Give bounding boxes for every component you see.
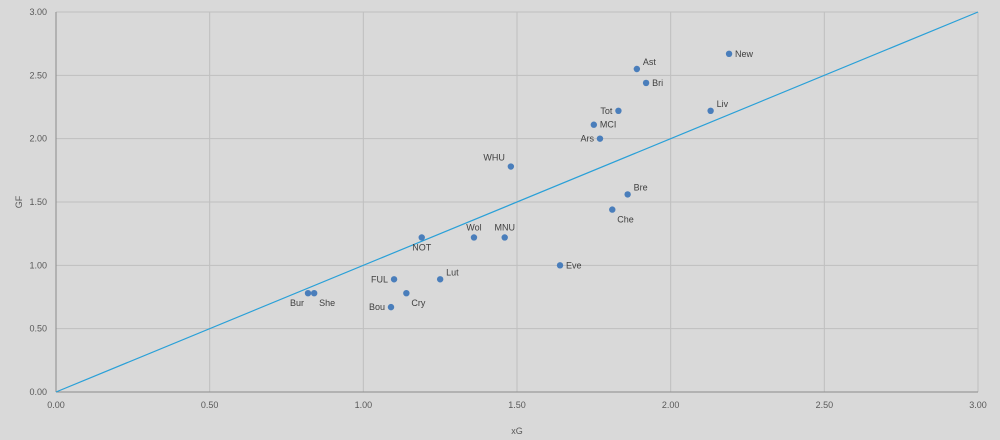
data-label-che: Che	[617, 215, 634, 225]
data-point-tot	[615, 107, 622, 115]
data-point-not	[418, 234, 425, 241]
axes: 0.00 0.50 1.00 1.50 2.00 2.50 3.00 0.00 0.50 1.00…	[29, 7, 986, 410]
data-point-bre	[624, 191, 631, 198]
data-label-liv: Liv	[717, 99, 729, 109]
y-tick-label: 2.00	[29, 134, 47, 144]
y-tick-label: 0.50	[29, 324, 47, 334]
y-tick-label: 2.50	[29, 70, 47, 80]
data-point-lut	[436, 276, 444, 283]
y-tick-label: 3.00	[29, 7, 47, 17]
data-point-bri	[642, 79, 650, 87]
data-point-ast	[633, 65, 641, 73]
data-label-cry: Cry	[411, 298, 425, 308]
point-labels: New Ast Bri Liv Tot MCI Ars WHU Bre Che Wol MNU NOT E…	[290, 49, 754, 312]
data-points	[304, 50, 733, 311]
data-label-bri: Bri	[652, 78, 663, 88]
y-tick-label: 1.50	[29, 197, 47, 207]
x-tick-label: 3.00	[969, 400, 987, 410]
data-point-bur	[304, 290, 312, 297]
data-point-liv	[707, 107, 714, 115]
data-label-bre: Bre	[634, 182, 648, 192]
data-label-new: New	[735, 49, 754, 59]
data-point-whu	[507, 163, 515, 170]
data-point-cry	[403, 290, 410, 297]
x-tick-label: 0.50	[201, 400, 219, 410]
x-tick-label: 1.00	[355, 400, 373, 410]
data-label-lut: Lut	[446, 267, 459, 277]
data-point-eve	[556, 262, 564, 269]
x-tick-label: 0.00	[47, 400, 65, 410]
data-label-ful: FUL	[371, 274, 388, 284]
x-tick-label: 1.50	[508, 400, 526, 410]
data-point-ars	[596, 135, 604, 142]
data-label-tot: Tot	[600, 106, 613, 116]
data-label-bou: Bou	[369, 302, 385, 312]
x-tick-label: 2.00	[662, 400, 680, 410]
data-point-che	[609, 206, 616, 213]
data-label-eve: Eve	[566, 260, 582, 270]
data-label-ars: Ars	[580, 134, 594, 144]
data-point-mci	[590, 121, 598, 128]
y-axis-title: GF	[14, 195, 24, 208]
data-label-wol: Wol	[466, 222, 481, 232]
data-point-bou	[387, 303, 395, 311]
data-point-wol	[470, 234, 478, 241]
data-point-ful	[390, 276, 398, 283]
data-label-mci: MCI	[600, 120, 617, 130]
data-point-mnu	[501, 234, 508, 241]
data-label-she: She	[319, 298, 335, 308]
data-label-not: NOT	[412, 242, 432, 252]
x-axis-title: xG	[511, 426, 523, 436]
data-label-whu: WHU	[483, 153, 505, 163]
reference-line	[55, 11, 979, 393]
y-tick-label: 0.00	[29, 387, 47, 397]
x-tick-label: 2.50	[816, 400, 834, 410]
data-point-she	[310, 290, 318, 297]
data-label-bur: Bur	[290, 298, 304, 308]
data-label-mnu: MNU	[494, 222, 515, 232]
y-tick-label: 1.00	[29, 260, 47, 270]
data-label-ast: Ast	[643, 57, 657, 67]
data-point-new	[725, 50, 733, 57]
